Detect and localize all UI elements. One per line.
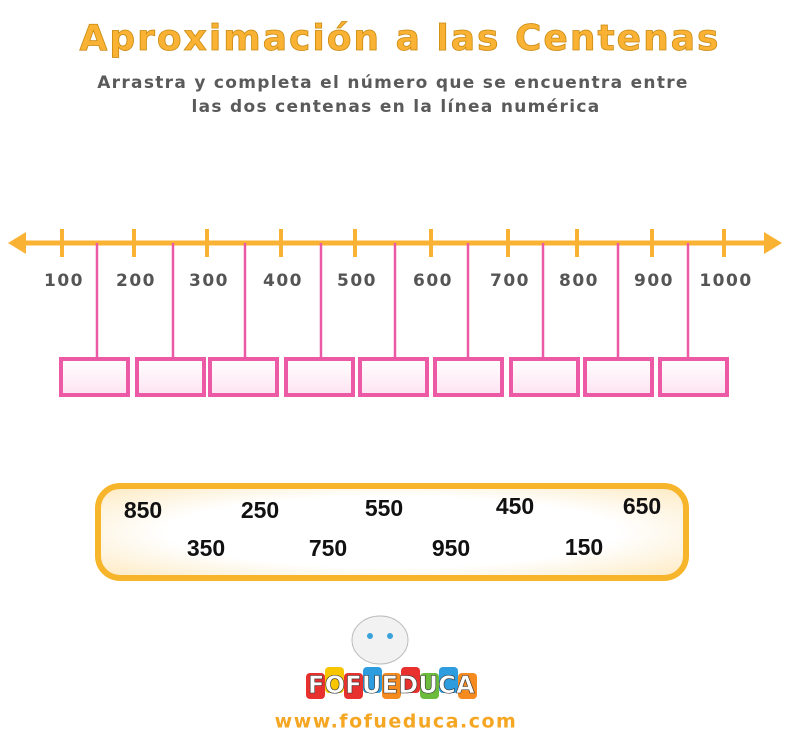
instruction-line: las dos centenas en la línea numérica bbox=[192, 97, 601, 117]
logo-block bbox=[363, 667, 382, 693]
tick-label: 500 bbox=[337, 271, 377, 291]
tick-label: 400 bbox=[263, 271, 303, 291]
answer-slot[interactable] bbox=[59, 357, 130, 397]
answer-slot[interactable] bbox=[433, 357, 504, 397]
tick-label: 800 bbox=[559, 271, 599, 291]
draggable-number[interactable]: 750 bbox=[309, 535, 347, 561]
draggable-number[interactable]: 250 bbox=[241, 497, 279, 523]
answer-slot[interactable] bbox=[208, 357, 279, 397]
answer-slot[interactable] bbox=[509, 357, 580, 397]
tick-label: 600 bbox=[413, 271, 453, 291]
tick-label: 900 bbox=[634, 271, 674, 291]
logo-block bbox=[401, 667, 420, 693]
logo-block bbox=[439, 667, 458, 693]
answer-bank bbox=[95, 483, 689, 581]
arrow-left bbox=[8, 232, 26, 254]
logo-block bbox=[325, 667, 344, 693]
answer-slot[interactable] bbox=[135, 357, 206, 397]
logo-block bbox=[458, 673, 477, 699]
mascot bbox=[351, 615, 409, 665]
draggable-number[interactable]: 450 bbox=[496, 493, 534, 519]
logo-block bbox=[344, 673, 363, 699]
answer-slot[interactable] bbox=[284, 357, 355, 397]
title: Aproximación a las Centenas bbox=[80, 18, 721, 59]
answer-slot[interactable] bbox=[358, 357, 429, 397]
website: www.fofueduca.com bbox=[275, 711, 518, 733]
instruction-line: Arrastra y completa el número que se enc… bbox=[97, 73, 689, 93]
logo bbox=[351, 615, 409, 665]
draggable-number[interactable]: 550 bbox=[365, 495, 403, 521]
draggable-number[interactable]: 650 bbox=[623, 493, 661, 519]
tick-label: 1000 bbox=[699, 271, 752, 291]
draggable-number[interactable]: 850 bbox=[124, 497, 162, 523]
draggable-number[interactable]: 950 bbox=[432, 535, 470, 561]
tick-label: 700 bbox=[490, 271, 530, 291]
tick-label: 100 bbox=[44, 271, 84, 291]
answer-slot[interactable] bbox=[658, 357, 729, 397]
logo-block bbox=[306, 673, 325, 699]
tick-label: 200 bbox=[116, 271, 156, 291]
draggable-number[interactable]: 150 bbox=[565, 534, 603, 560]
answer-slot[interactable] bbox=[583, 357, 654, 397]
logo-block bbox=[382, 673, 401, 699]
logo-text: FOFUEDUCA bbox=[308, 671, 475, 699]
tick-label: 300 bbox=[189, 271, 229, 291]
arrow-right bbox=[764, 232, 782, 254]
draggable-number[interactable]: 350 bbox=[187, 535, 225, 561]
logo-block bbox=[420, 673, 439, 699]
